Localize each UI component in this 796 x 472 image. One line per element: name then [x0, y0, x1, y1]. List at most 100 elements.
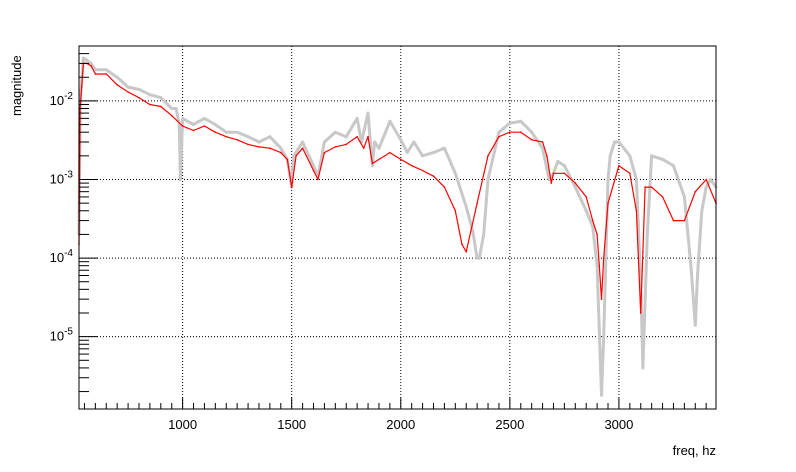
series-line-2	[78, 62, 717, 314]
series-1-point	[366, 111, 370, 115]
series-1-point	[292, 154, 296, 158]
series-1-point	[246, 135, 250, 139]
series-1-point	[613, 140, 617, 144]
series-1-point	[137, 87, 141, 91]
series-2-point	[225, 135, 228, 138]
series-2-point	[602, 257, 605, 259]
series-2-point	[258, 146, 260, 148]
series-1-point	[377, 146, 381, 150]
series-2-point	[530, 139, 533, 141]
y-tick-label-exponent: -5	[64, 327, 73, 338]
series-1-point	[81, 56, 85, 60]
series-2-point	[317, 178, 319, 181]
series-2-point	[661, 196, 664, 198]
series-1-point	[312, 164, 315, 168]
y-tick-label-base: 10	[50, 171, 64, 186]
series-1-point	[600, 393, 603, 397]
series-2-point	[421, 169, 424, 172]
series-1-point	[634, 178, 638, 181]
series-1-point	[192, 123, 195, 127]
series-1-point	[268, 135, 272, 139]
series-1-point	[617, 140, 621, 144]
x-tick-label: 2500	[495, 417, 524, 432]
series-2-point	[356, 135, 358, 138]
series-1-point	[115, 75, 119, 79]
series-2-point	[546, 155, 548, 157]
series-2-point	[461, 243, 463, 245]
series-2-point	[290, 186, 293, 188]
series-2-point	[642, 251, 644, 253]
series-1-point	[606, 178, 610, 181]
series-1-point	[464, 205, 468, 209]
series-2-point	[236, 139, 238, 141]
series-2-point	[400, 158, 402, 161]
y-tick-label-base: 10	[50, 93, 64, 108]
x-tick-label: 2000	[386, 417, 415, 432]
series-2-point	[639, 312, 642, 314]
series-1-point	[591, 225, 595, 229]
series-2-point	[90, 65, 92, 67]
series-1-point	[704, 185, 708, 189]
series-1-point	[486, 178, 490, 181]
tick-marks	[79, 45, 707, 409]
series-2-point	[214, 131, 217, 133]
series-1-point	[405, 151, 409, 155]
series-2-point	[203, 125, 206, 127]
series-2-point	[694, 190, 697, 193]
series-1-point	[178, 178, 182, 181]
series-1-point	[442, 146, 446, 150]
series-2-point	[295, 155, 297, 157]
x-tick-label: 1500	[277, 417, 306, 432]
series-2-point	[683, 219, 686, 222]
series-1-point	[608, 154, 612, 158]
series-1-point	[174, 107, 178, 110]
series-1-point	[682, 195, 686, 199]
series-1-point	[602, 335, 606, 339]
y-tick-label-base: 10	[50, 329, 64, 344]
x-tick-label: 1000	[168, 417, 197, 432]
series-2-point	[280, 151, 282, 154]
series-2-point	[644, 186, 646, 188]
series-1-point	[556, 159, 560, 163]
series-2-point	[705, 178, 707, 181]
series-2-point	[476, 202, 478, 204]
y-tick-label: 10-3	[50, 169, 74, 186]
series-2-point	[432, 175, 435, 177]
y-tick-label-exponent: -4	[64, 248, 73, 259]
y-tick-label: 10-2	[50, 91, 74, 108]
series-1-point	[595, 264, 599, 268]
series-1-point	[421, 154, 425, 158]
series-2-point	[672, 219, 675, 222]
series-1-point	[661, 157, 665, 161]
y-tick-label: 10-5	[50, 327, 74, 344]
series-2-point	[574, 182, 577, 184]
series-1-point	[689, 264, 693, 268]
series-2-point	[591, 219, 594, 222]
series-1-point	[562, 164, 566, 168]
series-2-point	[600, 298, 603, 301]
series-2-point	[192, 129, 195, 132]
series-1-point	[672, 164, 675, 168]
series-1-point	[412, 140, 416, 144]
series-2-point	[334, 146, 337, 148]
grid	[79, 46, 716, 409]
series-2-point	[410, 164, 413, 167]
series-2-point	[94, 73, 97, 75]
y-tick-label-base: 10	[50, 250, 64, 265]
series-2-point	[301, 147, 304, 149]
y-tick-label-exponent: -2	[64, 91, 73, 102]
series-2-point	[138, 96, 140, 99]
plot-frame	[78, 45, 717, 410]
series-1-point	[257, 140, 261, 144]
series-2-point	[618, 164, 620, 167]
series-1-point	[126, 85, 130, 89]
series-1-point	[650, 154, 654, 158]
series-2-point	[487, 155, 489, 157]
series-2-point	[498, 135, 500, 138]
series-1-point	[170, 107, 174, 110]
series-2-point	[520, 131, 522, 133]
series-2-point	[635, 210, 638, 212]
series-2-point	[389, 151, 391, 154]
series-2-point	[465, 251, 468, 253]
